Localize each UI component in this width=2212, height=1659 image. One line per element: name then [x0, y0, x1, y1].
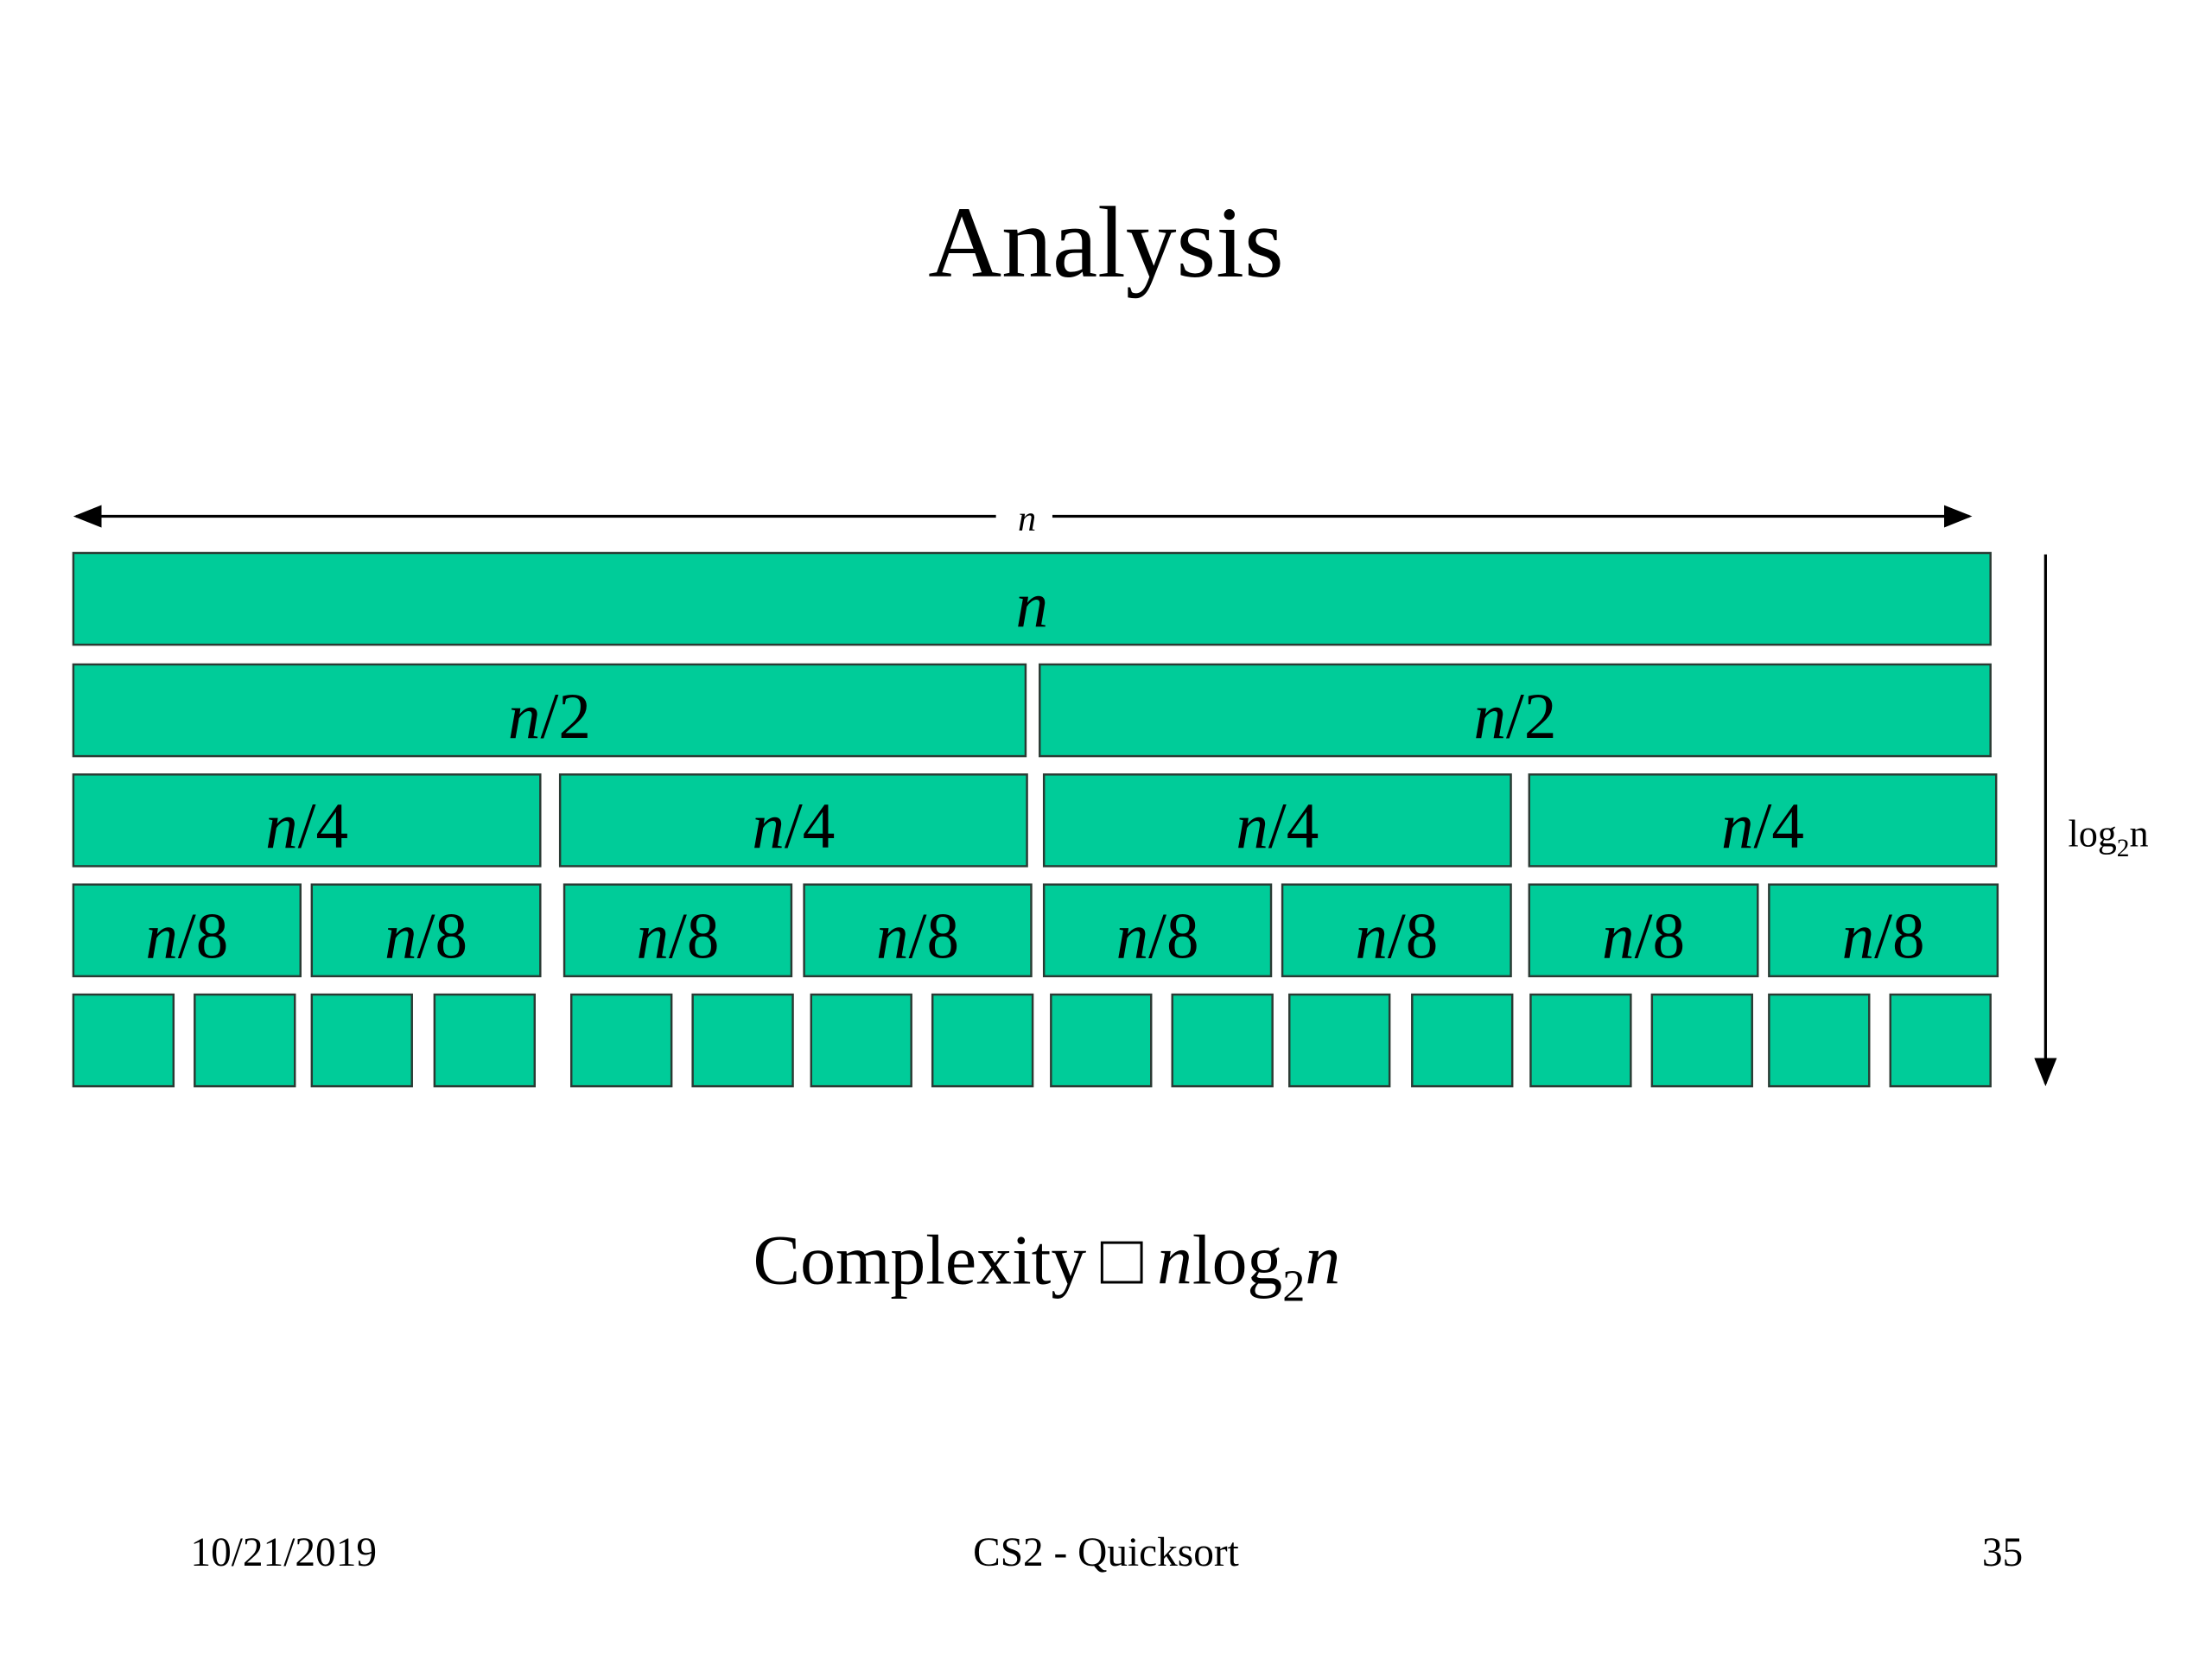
- box-label-rest: /8: [417, 901, 467, 973]
- box: [1529, 993, 1632, 1088]
- box-label: n/8: [876, 901, 959, 973]
- complexity: Complexity □ nlog2n: [753, 1221, 1340, 1312]
- box-label-var: n: [1236, 791, 1268, 862]
- box-label: n/8: [1116, 901, 1199, 973]
- box: [1889, 993, 1992, 1088]
- box-label-var: n: [1842, 901, 1875, 973]
- box: [1768, 993, 1871, 1088]
- box-label-var: n: [385, 901, 417, 973]
- width-label: n: [1018, 499, 1036, 539]
- box-label-rest: /4: [785, 791, 835, 862]
- box-label-var: n: [876, 901, 909, 973]
- box-label-rest: /8: [1148, 901, 1198, 973]
- footer-date: 10/21/2019: [190, 1530, 377, 1575]
- box-label-var: n: [637, 901, 670, 973]
- box-label-rest: /8: [669, 901, 719, 973]
- box-label-rest: /8: [178, 901, 228, 973]
- box: [1650, 993, 1753, 1088]
- complexity-symbol: □: [1100, 1221, 1142, 1300]
- box: [570, 993, 673, 1088]
- box: [1171, 993, 1274, 1088]
- box-label: n/8: [385, 901, 467, 973]
- box-label-rest: /4: [1754, 791, 1804, 862]
- box: [310, 993, 413, 1088]
- complexity-log: log: [1192, 1221, 1282, 1300]
- box-label-rest: /8: [1874, 901, 1924, 973]
- box: [810, 993, 912, 1088]
- box: [72, 551, 1992, 646]
- box-label-rest: /2: [1506, 681, 1556, 753]
- slide-title: Analysis: [928, 187, 1283, 299]
- box-label: n/4: [265, 791, 348, 862]
- box-label-var: n: [1116, 901, 1149, 973]
- box-label: n/8: [637, 901, 720, 973]
- box: [1768, 883, 1999, 978]
- box: [558, 773, 1028, 868]
- box-label-var: n: [752, 791, 785, 862]
- box-label-var: n: [508, 681, 541, 753]
- box: [310, 883, 542, 978]
- box-label-var: n: [145, 901, 178, 973]
- box-label: n/8: [1602, 901, 1685, 973]
- box: [803, 883, 1033, 978]
- footer-page: 35: [1982, 1530, 2023, 1575]
- box: [1411, 993, 1514, 1088]
- box-label: n/4: [1236, 791, 1319, 862]
- depth-arg: n: [2129, 813, 2148, 855]
- box: [72, 883, 302, 978]
- box-label-rest: /8: [1635, 901, 1685, 973]
- box: [563, 883, 793, 978]
- complexity-word: Complexity: [753, 1221, 1087, 1300]
- box: [433, 993, 536, 1088]
- complexity-arg: n: [1305, 1221, 1340, 1300]
- box-label-rest: /8: [909, 901, 959, 973]
- box: [691, 993, 794, 1088]
- box-label: n/8: [1355, 901, 1438, 973]
- depth-base: log: [2068, 813, 2116, 855]
- box: [72, 663, 1027, 758]
- box-label: n/2: [508, 681, 591, 753]
- complexity-var: n: [1157, 1221, 1192, 1300]
- box: [1042, 773, 1512, 868]
- box: [1288, 993, 1391, 1088]
- box-label-var: n: [1473, 681, 1506, 753]
- box: [1528, 773, 1998, 868]
- box-label-var: n: [1355, 901, 1388, 973]
- box-label-var: n: [1602, 901, 1635, 973]
- box: [1050, 993, 1153, 1088]
- box: [72, 773, 542, 868]
- box-label: n/8: [145, 901, 228, 973]
- box: [1039, 663, 1992, 758]
- box-label-rest: /4: [298, 791, 348, 862]
- box: [72, 993, 175, 1088]
- depth-sub: 2: [2117, 835, 2130, 862]
- box-label-var: n: [265, 791, 298, 862]
- box-label: n/4: [1721, 791, 1804, 862]
- footer-course: CS2 - Quicksort: [973, 1530, 1239, 1575]
- box-label-rest: /8: [1388, 901, 1438, 973]
- complexity-sub: 2: [1282, 1261, 1305, 1311]
- box: [1528, 883, 1759, 978]
- box-label-rest: /2: [540, 681, 590, 753]
- depth-label: log2n: [2068, 813, 2148, 862]
- box-label-var: n: [1721, 791, 1754, 862]
- box-label-var: n: [1016, 569, 1049, 641]
- box-label-rest: /4: [1268, 791, 1319, 862]
- recursion-boxes: nn/2 n/2n/4 n/4 n/4 n/4n/8 n/8 n/8 n/8 n/8 n/8 n/8…: [72, 551, 1999, 1088]
- box: [194, 993, 296, 1088]
- box: [1281, 883, 1512, 978]
- box-label: n/4: [752, 791, 835, 862]
- box: [1042, 883, 1273, 978]
- box: [931, 993, 1034, 1088]
- box-label: n/8: [1842, 901, 1925, 973]
- box-label: n/2: [1473, 681, 1556, 753]
- box-label: n: [1016, 569, 1049, 641]
